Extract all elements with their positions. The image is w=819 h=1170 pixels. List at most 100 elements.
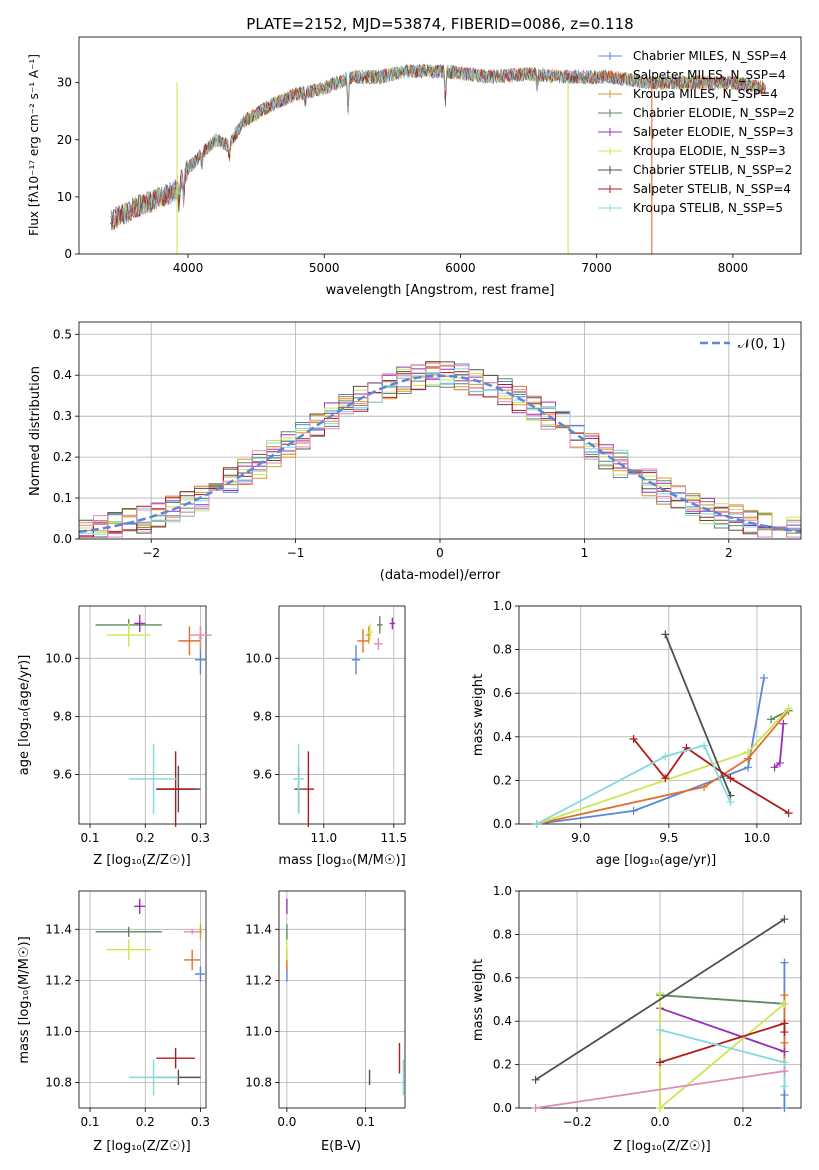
y-tick-label: 0.4 (53, 368, 72, 382)
spectrum-legend: Chabrier MILES, N_SSP=4 Salpeter MILES, N… (598, 49, 795, 215)
axes-frame (278, 605, 406, 825)
x-tick-label: 6000 (445, 261, 476, 275)
x-tick-label: 0.0 (277, 1115, 296, 1129)
y-tick-label: 0.3 (53, 409, 72, 423)
y-tick-label: 0.8 (493, 643, 512, 657)
weight-point (770, 763, 779, 772)
y-tick-label: 9.6 (53, 768, 72, 782)
x-tick-label: −0.2 (562, 1115, 591, 1129)
grid (79, 606, 206, 824)
weight-point (656, 1058, 664, 1067)
residual-xlabel: (data-model)/error (380, 568, 501, 583)
weight-point (780, 1058, 789, 1067)
y-tick-label: 11.2 (245, 973, 272, 987)
weight-point (532, 820, 541, 828)
axes-frame (78, 36, 802, 255)
weight-point (767, 715, 776, 724)
y-tick-label: 9.6 (253, 768, 272, 782)
age-vs-mass-panel: 11.0 11.5 9.6 9.8 10.0 (245, 605, 407, 845)
weight-point (780, 991, 789, 1000)
weight-vs-metallicity-ylabel: mass weight (471, 959, 486, 1041)
weight-line (659, 1029, 786, 1087)
y-tick-label: 0.4 (493, 1014, 512, 1028)
x-tick-label: 0 (436, 546, 444, 560)
axes-frame (278, 890, 406, 1109)
legend-entry: Salpeter STELIB, N_SSP=4 (633, 182, 791, 196)
legend-entry: Salpeter ELODIE, N_SSP=3 (633, 125, 794, 139)
spectrum-traces (110, 63, 767, 254)
weight-line (535, 918, 785, 1081)
grid (519, 605, 801, 825)
residual-histograms (78, 361, 802, 538)
weight-point (780, 1019, 789, 1028)
y-tick-label: 0.4 (493, 730, 512, 744)
weight-point (780, 1028, 789, 1037)
y-tick-label: 0.5 (53, 327, 72, 341)
grid (279, 606, 405, 824)
spectrum-title: PLATE=2152, MJD=53874, FIBERID=0086, z=0… (246, 15, 633, 33)
legend-entry: Chabrier ELODIE, N_SSP=2 (633, 106, 795, 120)
weight-line (659, 994, 785, 1005)
weight-point (629, 806, 638, 815)
x-tick-label: −2 (142, 546, 160, 560)
y-tick-label: 11.0 (245, 1024, 272, 1038)
weight-vs-age-xlabel: age [log₁₀(age/yr)] (596, 853, 717, 868)
weight-point (661, 774, 670, 783)
x-tick-label: 9.5 (659, 831, 678, 845)
axes-frame (78, 890, 207, 1109)
x-tick-label: 0.2 (136, 1115, 155, 1129)
spectrum-ylabel: Flux [fλ10⁻¹⁷ erg cm⁻² s⁻¹ A⁻¹] (27, 54, 41, 236)
weight-line (774, 723, 785, 768)
y-tick-label: 0.0 (493, 817, 512, 831)
age-vs-metallicity-panel: 0.1 0.2 0.3 9.6 9.8 10.0 (45, 605, 212, 845)
x-tick-label: 8000 (718, 261, 749, 275)
spectrum-panel: PLATE=2152, MJD=53874, FIBERID=0086, z=0… (27, 15, 802, 298)
weight-point (726, 798, 735, 807)
y-tick-label: 10.8 (245, 1075, 272, 1089)
weight-line (659, 1007, 785, 1053)
spectrum-axes: 4000 5000 6000 7000 8000 0 10 20 30 (57, 36, 802, 275)
axes-frame (78, 605, 207, 825)
y-tick-label: 11.4 (245, 922, 272, 936)
weight-point (780, 1104, 789, 1112)
weight-point (780, 999, 789, 1008)
legend-entry: Kroupa MILES, N_SSP=4 (633, 87, 778, 101)
x-tick-label: 10.0 (744, 831, 771, 845)
y-tick-label: 11.0 (45, 1024, 72, 1038)
weight-point (700, 782, 709, 791)
weight-point (700, 741, 709, 750)
weight-point (759, 673, 768, 682)
weight-line (659, 993, 785, 1110)
weight-vs-metallicity-xlabel: Z [log₁₀(Z/Z☉)] (613, 1139, 710, 1154)
weight-point (780, 958, 789, 967)
residual-axes: −2 −1 0 1 2 0.0 0.1 0.2 0.3 0.4 0.5 (53, 321, 802, 560)
y-tick-label: 9.8 (253, 709, 272, 723)
x-tick-label: 0.1 (356, 1115, 375, 1129)
x-tick-label: 5000 (309, 261, 340, 275)
x-tick-label: 0.3 (191, 831, 210, 845)
weight-line (535, 1070, 785, 1109)
residual-ylabel: Normed distribution (28, 366, 43, 496)
y-tick-label: 1.0 (493, 599, 512, 613)
y-tick-label: 0.1 (53, 491, 72, 505)
x-tick-label: 11.5 (380, 831, 407, 845)
weight-line (536, 710, 790, 825)
weight-point (780, 1082, 789, 1091)
y-tick-label: 10 (57, 190, 72, 204)
y-tick-label: 0.0 (53, 532, 72, 546)
weight-point (656, 988, 664, 997)
x-tick-label: 7000 (581, 261, 612, 275)
x-tick-label: 11.0 (310, 831, 337, 845)
x-tick-label: 0.3 (191, 1115, 210, 1129)
weight-point (656, 1025, 664, 1034)
age-vs-mass-xlabel: mass [log₁₀(M/M☉)] (278, 853, 405, 868)
residual-histogram (79, 361, 801, 538)
y-tick-label: 10.0 (45, 651, 72, 665)
weight-point (780, 915, 789, 924)
x-tick-label: 0.2 (136, 831, 155, 845)
x-tick-label: 9.0 (571, 831, 590, 845)
weight-point (726, 774, 735, 783)
normal-legend-label: 𝒩(0, 1) (738, 337, 785, 352)
weight-line (536, 744, 732, 825)
grid (279, 891, 405, 1108)
